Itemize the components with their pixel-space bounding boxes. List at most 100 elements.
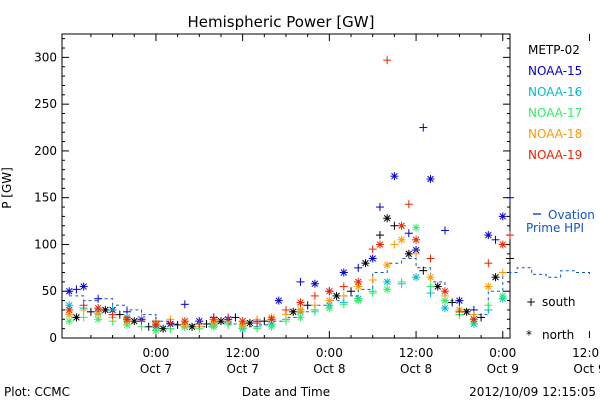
y-tick-label: 150 bbox=[34, 191, 57, 205]
x-tick-label-time: 0:00 bbox=[316, 346, 343, 360]
data-point-noaa-15 bbox=[368, 254, 377, 263]
marker-stroke bbox=[499, 241, 507, 248]
footer-timestamp: 2012/10/09 12:15:05 bbox=[469, 385, 596, 399]
data-point-noaa-19 bbox=[180, 317, 189, 326]
marker-stroke bbox=[246, 319, 254, 327]
marker-stroke bbox=[441, 304, 449, 312]
marker-stroke bbox=[80, 283, 87, 290]
data-point-metp-02 bbox=[130, 317, 139, 326]
marker-stroke bbox=[412, 224, 420, 231]
data-point-metp-02 bbox=[419, 266, 428, 275]
data-point-noaa-17 bbox=[426, 282, 435, 291]
data-point-noaa-19 bbox=[65, 305, 74, 314]
legend-entry-noaa-16: NOAA-16 bbox=[528, 85, 582, 99]
marker-stroke bbox=[485, 231, 492, 239]
data-point-noaa-15 bbox=[455, 296, 464, 305]
x-tick-label-time: 0:00 bbox=[142, 346, 169, 360]
data-point-noaa-18 bbox=[368, 276, 377, 285]
data-point-metp-02 bbox=[188, 322, 197, 331]
data-point-noaa-19 bbox=[209, 315, 218, 324]
marker-stroke bbox=[152, 321, 160, 329]
legend-entry-metp-02: METP-02 bbox=[528, 43, 580, 57]
legend-entry-noaa-18: NOAA-18 bbox=[528, 127, 582, 141]
y-tick-label: 250 bbox=[34, 97, 57, 111]
marker-stroke bbox=[434, 283, 441, 290]
data-point-metp-02 bbox=[375, 231, 384, 240]
data-point-noaa-19 bbox=[253, 319, 262, 328]
data-point-metp-02 bbox=[202, 319, 211, 328]
marker-stroke bbox=[239, 317, 246, 325]
data-point-noaa-19 bbox=[166, 319, 175, 328]
y-tick-label: 100 bbox=[34, 237, 57, 251]
data-point-noaa-18 bbox=[412, 249, 421, 258]
data-point-noaa-18 bbox=[383, 261, 392, 270]
data-point-noaa-18 bbox=[397, 235, 406, 244]
marker-stroke bbox=[383, 278, 391, 286]
data-point-noaa-19 bbox=[440, 287, 449, 296]
data-point-noaa-15 bbox=[180, 300, 189, 309]
data-point-noaa-18 bbox=[426, 273, 435, 282]
data-point-noaa-18 bbox=[325, 296, 334, 305]
marker-stroke bbox=[355, 297, 362, 304]
marker-stroke bbox=[398, 222, 405, 230]
data-point-noaa-19 bbox=[455, 307, 464, 316]
data-point-metp-02 bbox=[115, 310, 124, 319]
x-tick-label-date: Oct 9 bbox=[487, 362, 519, 376]
data-point-noaa-15 bbox=[484, 231, 493, 240]
data-point-noaa-19 bbox=[484, 259, 493, 268]
marker-stroke bbox=[94, 316, 102, 323]
marker-stroke bbox=[369, 255, 376, 262]
data-point-noaa-17 bbox=[339, 300, 348, 309]
marker-stroke bbox=[297, 306, 304, 314]
data-point-noaa-18 bbox=[390, 240, 399, 249]
x-tick-label-time: 0:00 bbox=[489, 346, 516, 360]
marker-stroke bbox=[427, 273, 434, 281]
data-point-noaa-19 bbox=[137, 317, 146, 326]
marker-stroke bbox=[383, 286, 391, 293]
y-tick-label: 200 bbox=[34, 144, 57, 158]
data-point-noaa-15 bbox=[310, 279, 319, 288]
data-point-noaa-15 bbox=[354, 263, 363, 272]
footer-plot-label: Plot: CCMC bbox=[4, 385, 70, 399]
data-point-noaa-15 bbox=[65, 287, 74, 296]
data-point-metp-02 bbox=[260, 317, 269, 326]
legend-marker-label-north: north bbox=[542, 328, 574, 342]
y-axis-label: P [GW] bbox=[0, 167, 14, 209]
data-point-noaa-17 bbox=[79, 313, 88, 322]
data-point-metp-02 bbox=[86, 307, 95, 316]
legend-marker-symbol: + bbox=[526, 295, 536, 309]
data-point-noaa-17 bbox=[397, 277, 406, 286]
legend-entry-noaa-15: NOAA-15 bbox=[528, 64, 582, 78]
data-point-noaa-19 bbox=[354, 277, 363, 286]
data-point-noaa-19 bbox=[426, 254, 435, 263]
data-point-noaa-15 bbox=[426, 174, 435, 183]
marker-stroke bbox=[405, 250, 413, 258]
data-point-noaa-19 bbox=[195, 319, 204, 328]
marker-stroke bbox=[268, 323, 275, 331]
marker-stroke bbox=[94, 304, 102, 312]
marker-stroke bbox=[297, 299, 304, 306]
data-point-metp-02 bbox=[477, 313, 486, 322]
marker-stroke bbox=[362, 259, 369, 267]
x-tick-label-time: 12:00 bbox=[572, 346, 600, 360]
data-point-noaa-19 bbox=[375, 240, 384, 249]
data-point-noaa-15 bbox=[498, 212, 507, 221]
marker-stroke bbox=[152, 327, 160, 334]
marker-stroke bbox=[340, 269, 348, 276]
marker-stroke bbox=[412, 273, 420, 281]
data-point-noaa-19 bbox=[267, 315, 276, 324]
marker-stroke bbox=[159, 325, 167, 332]
marker-stroke bbox=[441, 287, 449, 295]
data-point-metp-02 bbox=[144, 322, 153, 331]
marker-stroke bbox=[65, 317, 73, 325]
x-tick-label-date: Oct 9 bbox=[573, 362, 600, 376]
data-point-noaa-19 bbox=[397, 221, 406, 230]
data-point-metp-02 bbox=[383, 214, 392, 223]
data-point-noaa-19 bbox=[498, 240, 507, 249]
legend-ovation-label-2: Prime HPI bbox=[526, 221, 584, 235]
data-point-metp-02 bbox=[231, 313, 240, 322]
marker-stroke bbox=[412, 236, 420, 244]
data-point-metp-02 bbox=[245, 319, 254, 328]
data-point-noaa-15 bbox=[274, 296, 283, 305]
data-point-noaa-15 bbox=[491, 235, 500, 244]
